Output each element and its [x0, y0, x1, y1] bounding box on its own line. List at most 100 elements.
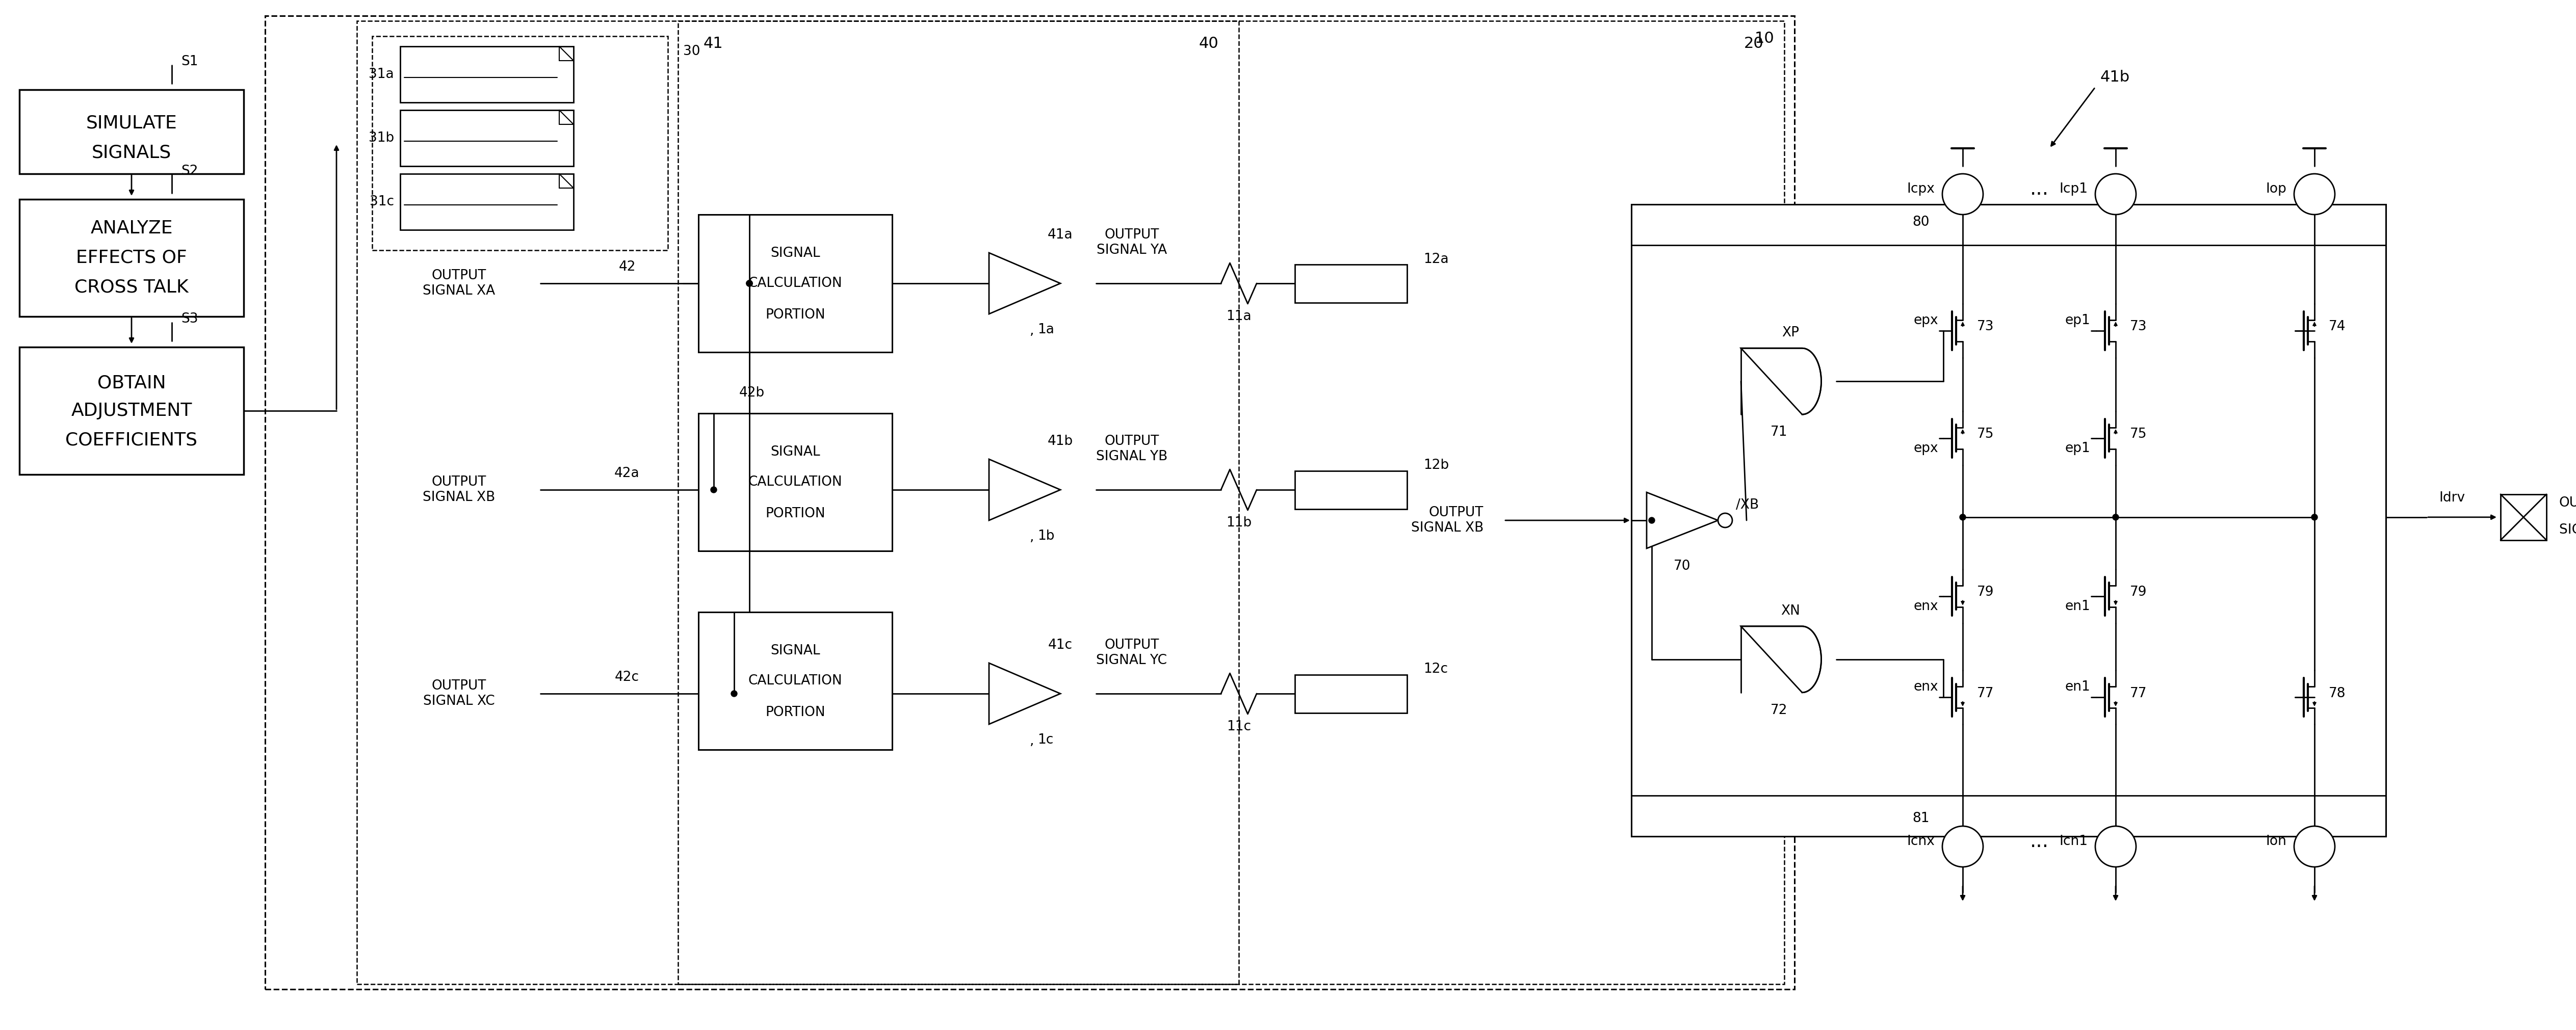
- Bar: [698, 413, 891, 551]
- Text: OUTPUT
SIGNAL YB: OUTPUT SIGNAL YB: [1095, 435, 1167, 464]
- Bar: [399, 110, 574, 166]
- Text: OUTPUT
SIGNAL XC: OUTPUT SIGNAL XC: [422, 680, 495, 708]
- Text: COEFFICIENTS: COEFFICIENTS: [64, 432, 198, 449]
- Circle shape: [1649, 517, 1654, 523]
- Circle shape: [1942, 826, 1984, 867]
- Text: Iop: Iop: [2267, 182, 2287, 196]
- Bar: [21, 90, 245, 174]
- Text: 42b: 42b: [739, 386, 765, 400]
- Text: 42: 42: [618, 261, 636, 274]
- Text: SIGNAL: SIGNAL: [770, 445, 819, 458]
- Bar: [2501, 494, 2548, 540]
- Polygon shape: [989, 459, 1061, 520]
- Circle shape: [1960, 514, 1965, 520]
- Text: CALCULATION: CALCULATION: [747, 675, 842, 687]
- Text: 41: 41: [703, 36, 724, 52]
- Circle shape: [2311, 514, 2318, 520]
- Bar: [399, 46, 574, 102]
- Bar: [1296, 675, 1406, 713]
- Text: 11c: 11c: [1226, 720, 1252, 733]
- Text: SIMULATE: SIMULATE: [85, 114, 178, 132]
- Text: Icn1: Icn1: [2058, 834, 2087, 848]
- Circle shape: [747, 280, 752, 286]
- Text: 41c: 41c: [1048, 639, 1072, 652]
- Polygon shape: [989, 663, 1061, 724]
- Text: 42a: 42a: [616, 467, 639, 480]
- Text: 75: 75: [1976, 427, 1994, 441]
- Text: 12c: 12c: [1425, 662, 1448, 676]
- Bar: [21, 347, 245, 475]
- Text: 11a: 11a: [1226, 310, 1252, 323]
- Text: ep1: ep1: [2066, 314, 2089, 328]
- Text: OUTPUT
SIGNAL XB: OUTPUT SIGNAL XB: [422, 476, 495, 504]
- Text: ADJUSTMENT: ADJUSTMENT: [72, 402, 193, 419]
- Bar: [1631, 204, 2385, 836]
- Text: CALCULATION: CALCULATION: [747, 277, 842, 290]
- Text: 70: 70: [1674, 559, 1690, 573]
- Text: 31c: 31c: [368, 196, 394, 208]
- Text: 1b: 1b: [1038, 529, 1054, 543]
- Text: SIGNAL: SIGNAL: [770, 246, 819, 260]
- Text: 41a: 41a: [1048, 229, 1074, 242]
- Text: 41b: 41b: [1048, 435, 1074, 448]
- Text: 41b: 41b: [2099, 70, 2130, 84]
- Text: OUTPUT
SIGNAL YC: OUTPUT SIGNAL YC: [1097, 639, 1167, 667]
- Text: 40: 40: [1198, 36, 1218, 52]
- Text: Ion: Ion: [2267, 834, 2287, 848]
- Polygon shape: [1741, 348, 1821, 414]
- Text: 20: 20: [1744, 36, 1765, 52]
- Circle shape: [1718, 513, 1731, 527]
- Text: Icp1: Icp1: [2058, 182, 2087, 196]
- Text: OBTAIN: OBTAIN: [98, 374, 165, 391]
- Text: ...: ...: [2030, 832, 2048, 851]
- Text: CALCULATION: CALCULATION: [747, 476, 842, 489]
- Text: 10: 10: [1754, 31, 1775, 46]
- Bar: [1296, 265, 1406, 303]
- Text: enx: enx: [1914, 681, 1937, 694]
- Text: OUTPUT
SIGNAL XB: OUTPUT SIGNAL XB: [1412, 506, 1484, 535]
- Text: en1: en1: [2066, 599, 2089, 613]
- Text: 80: 80: [1911, 215, 1929, 229]
- Text: OUTPUT
SIGNAL XA: OUTPUT SIGNAL XA: [422, 269, 495, 298]
- Text: 72: 72: [1770, 703, 1788, 717]
- Bar: [399, 174, 574, 230]
- Polygon shape: [1741, 626, 1821, 692]
- Text: 79: 79: [2130, 586, 2146, 598]
- Text: ,: ,: [1030, 530, 1033, 544]
- Text: XP: XP: [1783, 327, 1798, 340]
- Text: enx: enx: [1914, 599, 1937, 613]
- Polygon shape: [1646, 492, 1718, 548]
- Text: SIGNALS: SIGNALS: [93, 144, 173, 162]
- Text: 81: 81: [1911, 812, 1929, 825]
- Text: 77: 77: [1976, 687, 1994, 700]
- Text: 42c: 42c: [616, 671, 639, 684]
- Bar: [677, 21, 1239, 984]
- Text: 12b: 12b: [1425, 459, 1448, 472]
- Text: ...: ...: [2030, 179, 2048, 199]
- Bar: [698, 612, 891, 750]
- Text: 71: 71: [1770, 425, 1788, 439]
- Text: 74: 74: [2329, 320, 2347, 334]
- Bar: [265, 15, 1795, 989]
- Bar: [1296, 471, 1406, 509]
- Text: 30: 30: [683, 45, 701, 58]
- Text: en1: en1: [2066, 681, 2089, 694]
- Text: 73: 73: [2130, 320, 2146, 334]
- Circle shape: [1942, 174, 1984, 214]
- Bar: [371, 36, 667, 250]
- Circle shape: [747, 280, 752, 286]
- Text: epx: epx: [1914, 314, 1937, 328]
- Text: 79: 79: [1976, 586, 1994, 598]
- Text: Icpx: Icpx: [1906, 182, 1935, 196]
- Text: PORTION: PORTION: [765, 706, 824, 719]
- Text: PORTION: PORTION: [765, 308, 824, 321]
- Text: S1: S1: [180, 55, 198, 68]
- Text: S3: S3: [180, 312, 198, 325]
- Circle shape: [2094, 174, 2136, 214]
- Text: SIGNAL YB: SIGNAL YB: [2558, 523, 2576, 537]
- Text: EFFECTS OF: EFFECTS OF: [77, 249, 188, 267]
- Text: 78: 78: [2329, 687, 2347, 700]
- Text: 11b: 11b: [1226, 516, 1252, 529]
- Text: Idrv: Idrv: [2439, 491, 2465, 505]
- Text: Icnx: Icnx: [1906, 834, 1935, 848]
